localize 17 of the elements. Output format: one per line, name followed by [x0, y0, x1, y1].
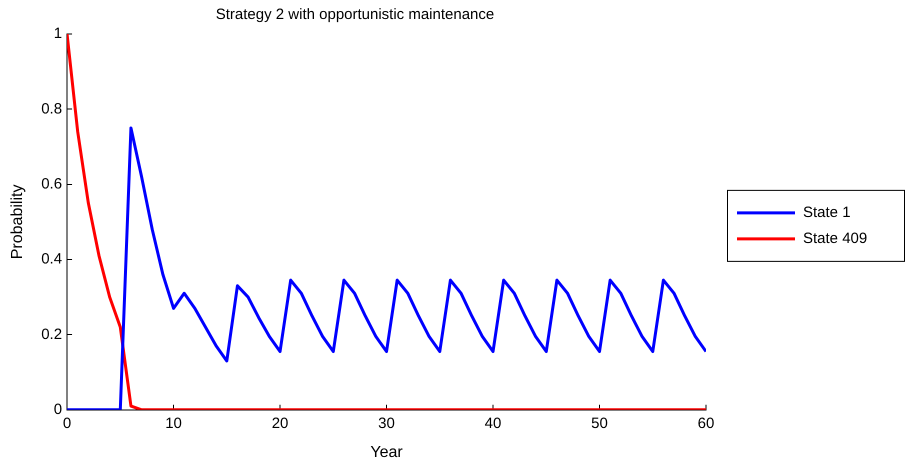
y-tick-label: 0.4: [41, 250, 62, 268]
x-tick-label: 20: [272, 414, 288, 432]
x-tick-label: 60: [698, 414, 714, 432]
y-tick-label: 0.8: [41, 100, 62, 118]
y-tick-label: 0: [54, 400, 62, 418]
y-tick-label: 0.6: [41, 175, 62, 192]
y-tick-label: 1: [54, 25, 62, 42]
x-tick-label: 40: [484, 414, 502, 432]
x-tick-label: 30: [378, 414, 395, 432]
legend-label: State 409: [803, 230, 868, 248]
x-tick-label: 10: [165, 414, 182, 432]
chart-title: Strategy 2 with opportunistic maintenance: [216, 6, 494, 24]
x-tick-label: 50: [591, 414, 608, 432]
y-tick-label: 0.2: [41, 326, 62, 343]
legend-label: State 1: [803, 204, 851, 222]
x-axis-title: Year: [370, 444, 404, 461]
y-axis-title: Probability: [9, 184, 26, 260]
